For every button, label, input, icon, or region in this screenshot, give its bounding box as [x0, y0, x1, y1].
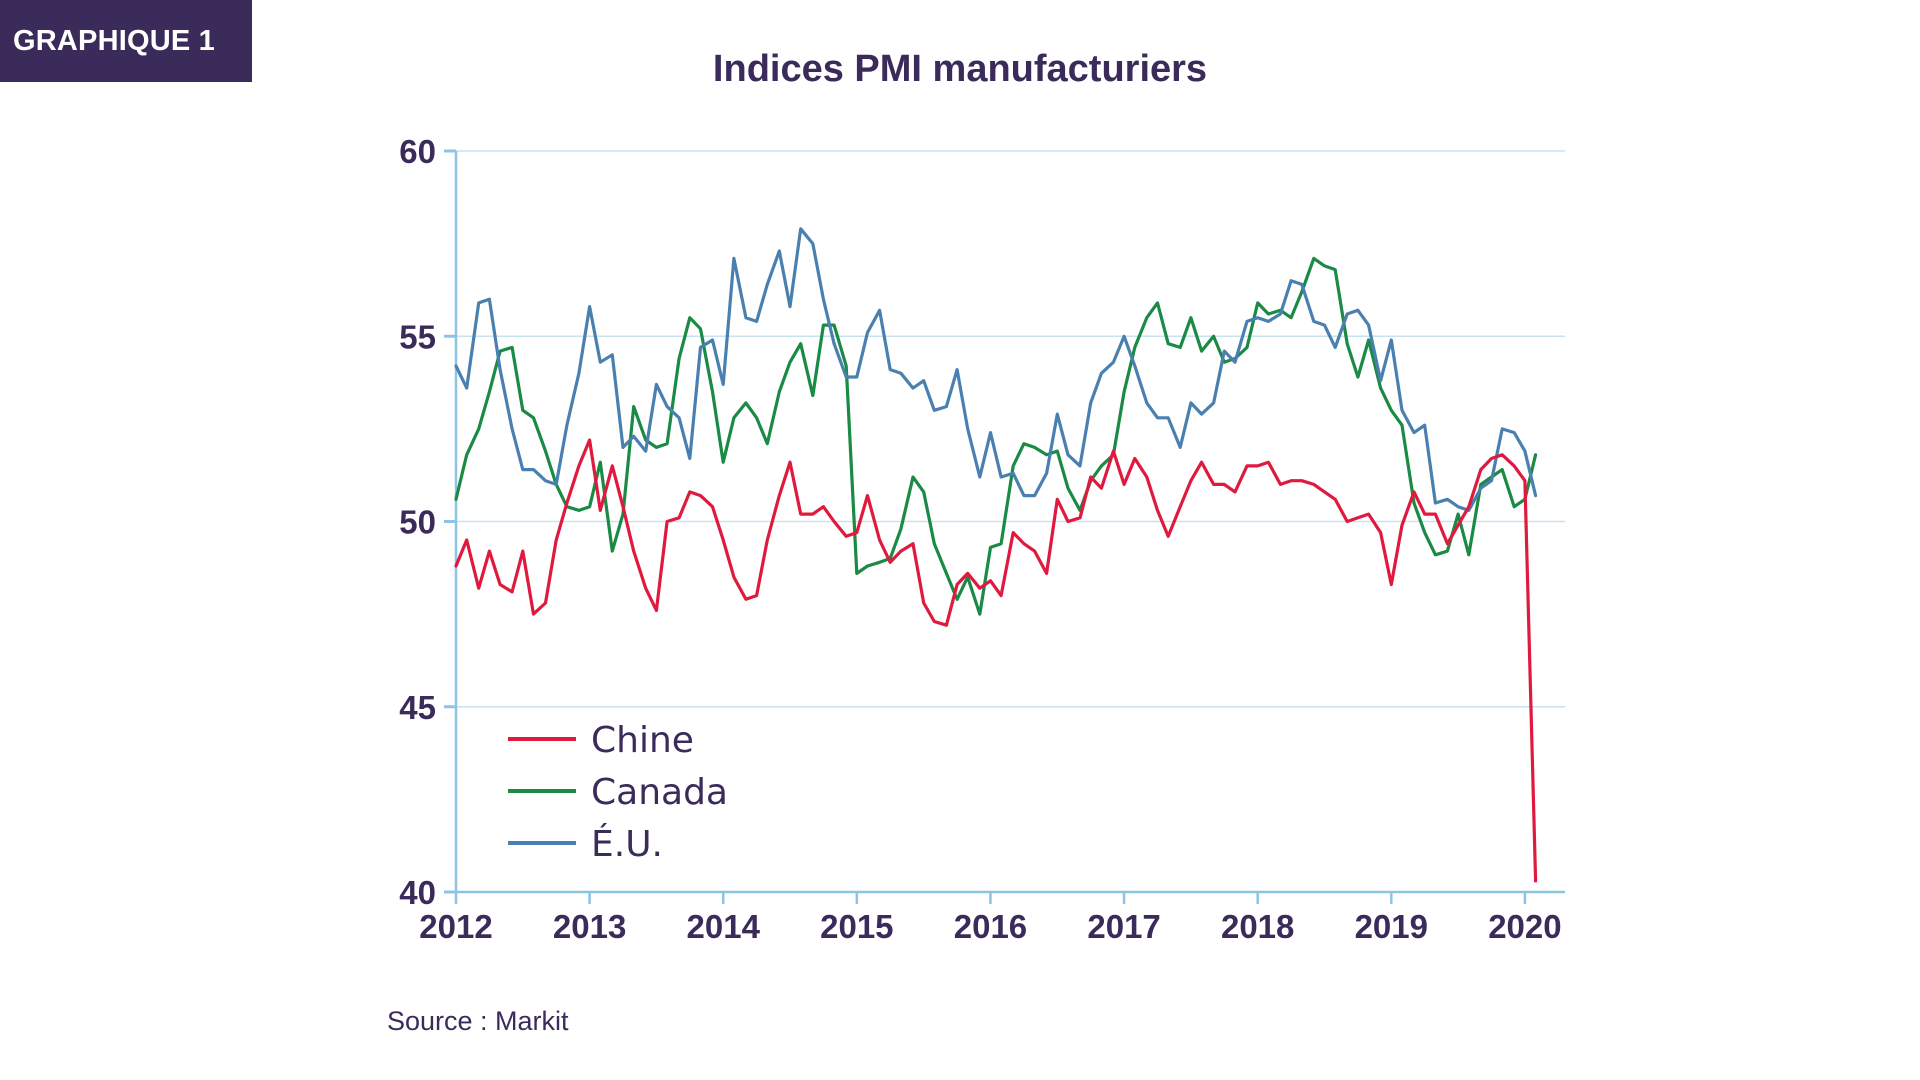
legend-label: Canada	[591, 772, 728, 813]
legend: Chine Canada É.U.	[508, 720, 728, 865]
x-tick-label: 2012	[419, 908, 492, 945]
y-tick-label: 40	[399, 874, 436, 911]
series-line-canada	[454, 256, 1538, 616]
x-tick-label: 2018	[1221, 908, 1294, 945]
y-tick-label: 60	[399, 133, 436, 170]
y-tick-label: 45	[399, 689, 436, 726]
series-lines	[454, 227, 1538, 883]
tick-labels: 40 45 50 55 60 2012 2013 2014 2015 2016 2017 2018 20…	[399, 133, 1561, 945]
x-tick-label: 2015	[820, 908, 893, 945]
source-note: Source : Markit	[387, 1006, 569, 1036]
x-tick-label: 2016	[954, 908, 1027, 945]
legend-label: É.U.	[591, 823, 663, 865]
chart-title: Indices PMI manufacturiers	[712, 48, 1208, 90]
series-line-chine	[454, 438, 1538, 883]
x-tick-label: 2020	[1488, 908, 1561, 945]
axes	[444, 149, 1565, 904]
series-line-eu	[454, 227, 1538, 512]
x-tick-label: 2013	[553, 908, 626, 945]
y-tick-label: 55	[399, 318, 436, 355]
x-tick-label: 2019	[1355, 908, 1428, 945]
figure-badge: GRAPHIQUE 1	[0, 0, 252, 82]
x-tick-label: 2017	[1087, 908, 1160, 945]
legend-label: Chine	[591, 720, 694, 761]
y-tick-label: 50	[399, 504, 436, 541]
x-tick-label: 2014	[687, 908, 761, 945]
